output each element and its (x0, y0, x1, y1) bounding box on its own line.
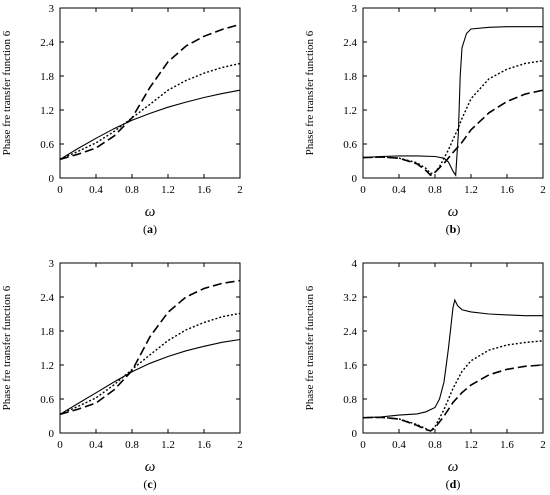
y-tick-label: 3 (49, 3, 55, 15)
x-tick-label: 0.4 (392, 439, 406, 451)
series-line-dashed (59, 279, 241, 416)
x-axis-label: ω (145, 204, 156, 220)
series-line-dashed (362, 364, 544, 432)
y-tick-label: 1.2 (40, 105, 54, 117)
panel-caption: (c) (143, 477, 156, 491)
y-axis-label: Phase fre transfer function 6 (304, 285, 316, 410)
x-tick-label: 2 (540, 184, 546, 196)
y-axis-label: Phase fre transfer function 6 (1, 30, 13, 155)
y-tick-label: 4 (352, 258, 358, 270)
y-tick-label: 1.2 (343, 105, 357, 117)
series-line-dashed (59, 23, 241, 161)
panel-caption: (a) (143, 222, 157, 236)
y-tick-label: 1.8 (343, 71, 357, 83)
x-tick-label: 2 (540, 439, 546, 451)
x-tick-label: 2 (237, 184, 243, 196)
x-tick-label: 1.6 (197, 184, 211, 196)
y-tick-label: 3.2 (343, 292, 357, 304)
plot-frame (362, 262, 544, 434)
x-tick-label: 1.2 (161, 184, 175, 196)
x-tick-label: 1.2 (464, 184, 478, 196)
x-axis-label: ω (448, 459, 459, 475)
series-line-dotted (362, 60, 544, 175)
y-tick-label: 0.6 (40, 139, 54, 151)
series-line-solid (362, 26, 543, 177)
x-tick-label: 0 (57, 439, 63, 451)
y-tick-label: 1.8 (40, 326, 54, 338)
x-axis-label: ω (145, 459, 156, 475)
series-line-dashed (362, 89, 544, 177)
y-tick-label: 3 (49, 258, 55, 270)
y-tick-label: 1.8 (40, 71, 54, 83)
chart-panel-c: 0 0.4 0.8 1.2 1.6 2 0 0.6 1.2 1.8 2.4 3 Phase fre tr… (1, 258, 243, 491)
y-tick-label: 0.6 (40, 394, 54, 406)
series-line-dotted (59, 62, 241, 160)
chart-panel-a: 0 0.4 0.8 1.2 1.6 2 0 0.6 1.2 1.8 2.4 3 Phase fre tr… (1, 3, 243, 236)
y-tick-label: 0.8 (343, 394, 357, 406)
y-tick-label: 0 (352, 173, 358, 185)
plot-frame (362, 7, 544, 179)
y-axis-label: Phase fre transfer function 6 (304, 30, 316, 155)
x-tick-label: 0 (57, 184, 63, 196)
x-tick-label: 0.8 (428, 439, 442, 451)
y-tick-label: 1.6 (343, 360, 357, 372)
chart-panel-b: 0 0.4 0.8 1.2 1.6 2 0 0.6 1.2 1.8 2.4 3 Phase fre tr… (304, 3, 546, 236)
y-tick-label: 0 (49, 428, 55, 440)
x-tick-label: 1.2 (161, 439, 175, 451)
plot-frame (59, 262, 241, 434)
series-line-dotted (362, 340, 544, 432)
x-tick-label: 1.6 (500, 439, 514, 451)
panel-caption: (d) (446, 477, 461, 491)
x-tick-label: 0.8 (125, 184, 139, 196)
y-tick-label: 2.4 (40, 292, 54, 304)
x-axis-label: ω (448, 204, 459, 220)
x-tick-label: 1.6 (500, 184, 514, 196)
x-tick-label: 0.4 (89, 439, 103, 451)
y-tick-label: 0 (49, 173, 55, 185)
x-tick-label: 1.6 (197, 439, 211, 451)
plot-frame (59, 7, 241, 179)
y-tick-label: 2.4 (343, 37, 357, 49)
y-axis-label: Phase fre transfer function 6 (1, 285, 13, 410)
x-tick-label: 1.2 (464, 439, 478, 451)
series-line-solid (59, 89, 241, 160)
x-tick-label: 0.8 (428, 184, 442, 196)
y-tick-label: 3 (352, 3, 358, 15)
series-line-dotted (59, 312, 241, 415)
y-tick-label: 0.6 (343, 139, 357, 151)
panel-caption: (b) (446, 222, 461, 236)
y-tick-label: 2.4 (343, 326, 357, 338)
series-line-solid (362, 298, 543, 419)
chart-panel-d: 0 0.4 0.8 1.2 1.6 2 0 0.8 1.6 2.4 3.2 4 Phase fre tr… (304, 258, 546, 491)
series-line-solid (59, 338, 241, 415)
y-tick-label: 2.4 (40, 37, 54, 49)
x-tick-label: 2 (237, 439, 243, 451)
x-tick-label: 0.4 (89, 184, 103, 196)
x-tick-label: 0.4 (392, 184, 406, 196)
x-tick-label: 0.8 (125, 439, 139, 451)
y-tick-label: 1.2 (40, 360, 54, 372)
y-tick-label: 0 (352, 428, 358, 440)
x-tick-label: 0 (360, 439, 366, 451)
x-tick-label: 0 (360, 184, 366, 196)
